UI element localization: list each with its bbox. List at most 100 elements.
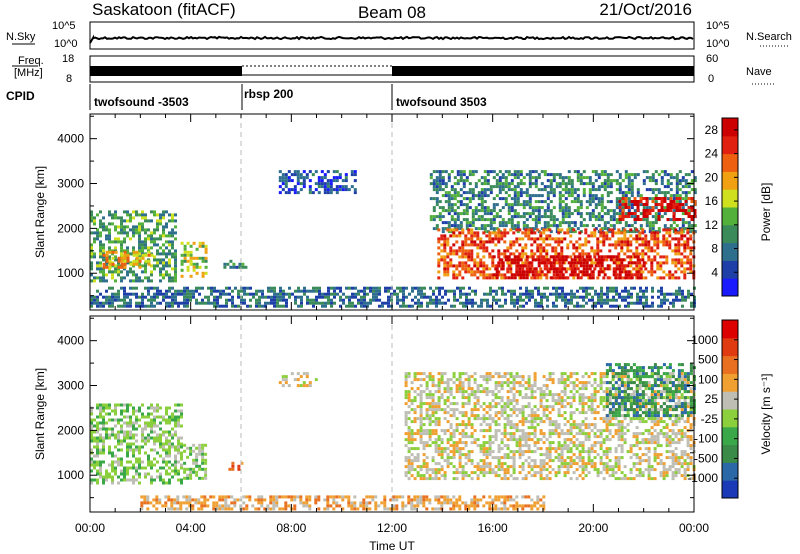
- data-cell: [411, 304, 414, 308]
- data-cell: [326, 504, 330, 508]
- data-cell: [588, 188, 592, 192]
- data-cell: [174, 469, 177, 473]
- data-cell: [416, 447, 420, 451]
- data-cell: [320, 176, 324, 180]
- data-cell: [557, 231, 561, 235]
- data-cell: [540, 194, 544, 198]
- data-cell: [483, 188, 487, 192]
- data-cell: [144, 253, 148, 257]
- data-cell: [282, 298, 285, 302]
- data-cell: [651, 179, 655, 183]
- data-cell: [165, 264, 168, 268]
- data-cell: [438, 286, 441, 290]
- data-cell: [141, 279, 144, 283]
- data-cell: [165, 418, 168, 422]
- data-cell: [516, 191, 520, 195]
- data-cell: [573, 255, 577, 259]
- data-cell: [528, 173, 532, 177]
- data-cell: [498, 258, 502, 262]
- data-cell: [626, 264, 630, 268]
- data-cell: [510, 209, 514, 213]
- data-cell: [284, 191, 288, 195]
- data-cell: [470, 450, 474, 454]
- data-cell: [299, 498, 303, 502]
- data-cell: [335, 501, 339, 505]
- data-cell: [467, 435, 471, 439]
- data-cell: [146, 495, 150, 499]
- data-cell: [147, 433, 150, 437]
- data-cell: [510, 276, 514, 280]
- data-cell: [348, 301, 351, 305]
- data-cell: [500, 507, 504, 511]
- data-cell: [689, 258, 693, 262]
- data-cell: [474, 170, 478, 174]
- data-cell: [90, 219, 93, 223]
- data-cell: [467, 420, 471, 424]
- data-cell: [443, 258, 447, 262]
- data-cell: [543, 200, 547, 204]
- data-cell: [141, 264, 144, 268]
- data-cell: [476, 498, 480, 502]
- data-cell: [570, 188, 574, 192]
- data-cell: [168, 252, 171, 256]
- data-cell: [168, 418, 171, 422]
- data-cell: [306, 289, 309, 293]
- data-cell: [123, 403, 126, 407]
- data-cell: [612, 273, 616, 277]
- data-cell: [105, 295, 108, 299]
- data-cell: [186, 446, 190, 450]
- data-cell: [366, 304, 369, 308]
- data-cell: [404, 420, 408, 424]
- data-cell: [663, 173, 667, 177]
- data-cell: [524, 228, 528, 232]
- data-cell: [627, 215, 631, 218]
- data-cell: [174, 267, 177, 271]
- data-cell: [171, 234, 174, 238]
- data-cell: [99, 249, 102, 253]
- data-cell: [132, 279, 135, 283]
- data-cell: [459, 188, 463, 192]
- data-cell: [93, 298, 96, 302]
- data-cell: [645, 200, 649, 203]
- data-cell: [504, 292, 507, 296]
- data-cell: [458, 465, 462, 469]
- data-cell: [141, 246, 144, 250]
- data-cell: [156, 403, 159, 407]
- data-cell: [123, 433, 126, 437]
- data-cell: [437, 420, 441, 424]
- data-cell: [114, 424, 117, 428]
- data-cell: [212, 504, 216, 508]
- data-cell: [362, 507, 366, 511]
- data-cell: [642, 215, 646, 218]
- data-cell: [141, 412, 144, 416]
- data-cell: [285, 298, 288, 302]
- data-cell: [584, 240, 588, 244]
- data-cell: [147, 298, 150, 302]
- data-cell: [147, 253, 151, 257]
- data-cell: [312, 286, 315, 290]
- data-cell: [474, 212, 478, 216]
- data-cell: [582, 267, 586, 271]
- data-cell: [561, 182, 565, 186]
- data-cell: [552, 255, 556, 259]
- data-cell: [500, 231, 504, 235]
- data-cell: [138, 295, 141, 299]
- data-cell: [597, 258, 601, 262]
- data-cell: [345, 304, 348, 308]
- data-cell: [510, 182, 514, 186]
- data-cell: [630, 286, 633, 290]
- data-cell: [281, 188, 285, 192]
- data-cell: [404, 465, 408, 469]
- data-cell: [554, 246, 558, 250]
- data-cell: [237, 295, 240, 299]
- data-cell: [513, 298, 516, 302]
- data-cell: [495, 179, 499, 183]
- data-cell: [467, 453, 471, 457]
- data-cell: [455, 234, 459, 238]
- data-cell: [416, 456, 420, 460]
- data-cell: [468, 221, 472, 225]
- data-cell: [462, 304, 465, 308]
- data-cell: [141, 292, 144, 296]
- data-cell: [434, 495, 438, 499]
- data-cell: [663, 298, 666, 302]
